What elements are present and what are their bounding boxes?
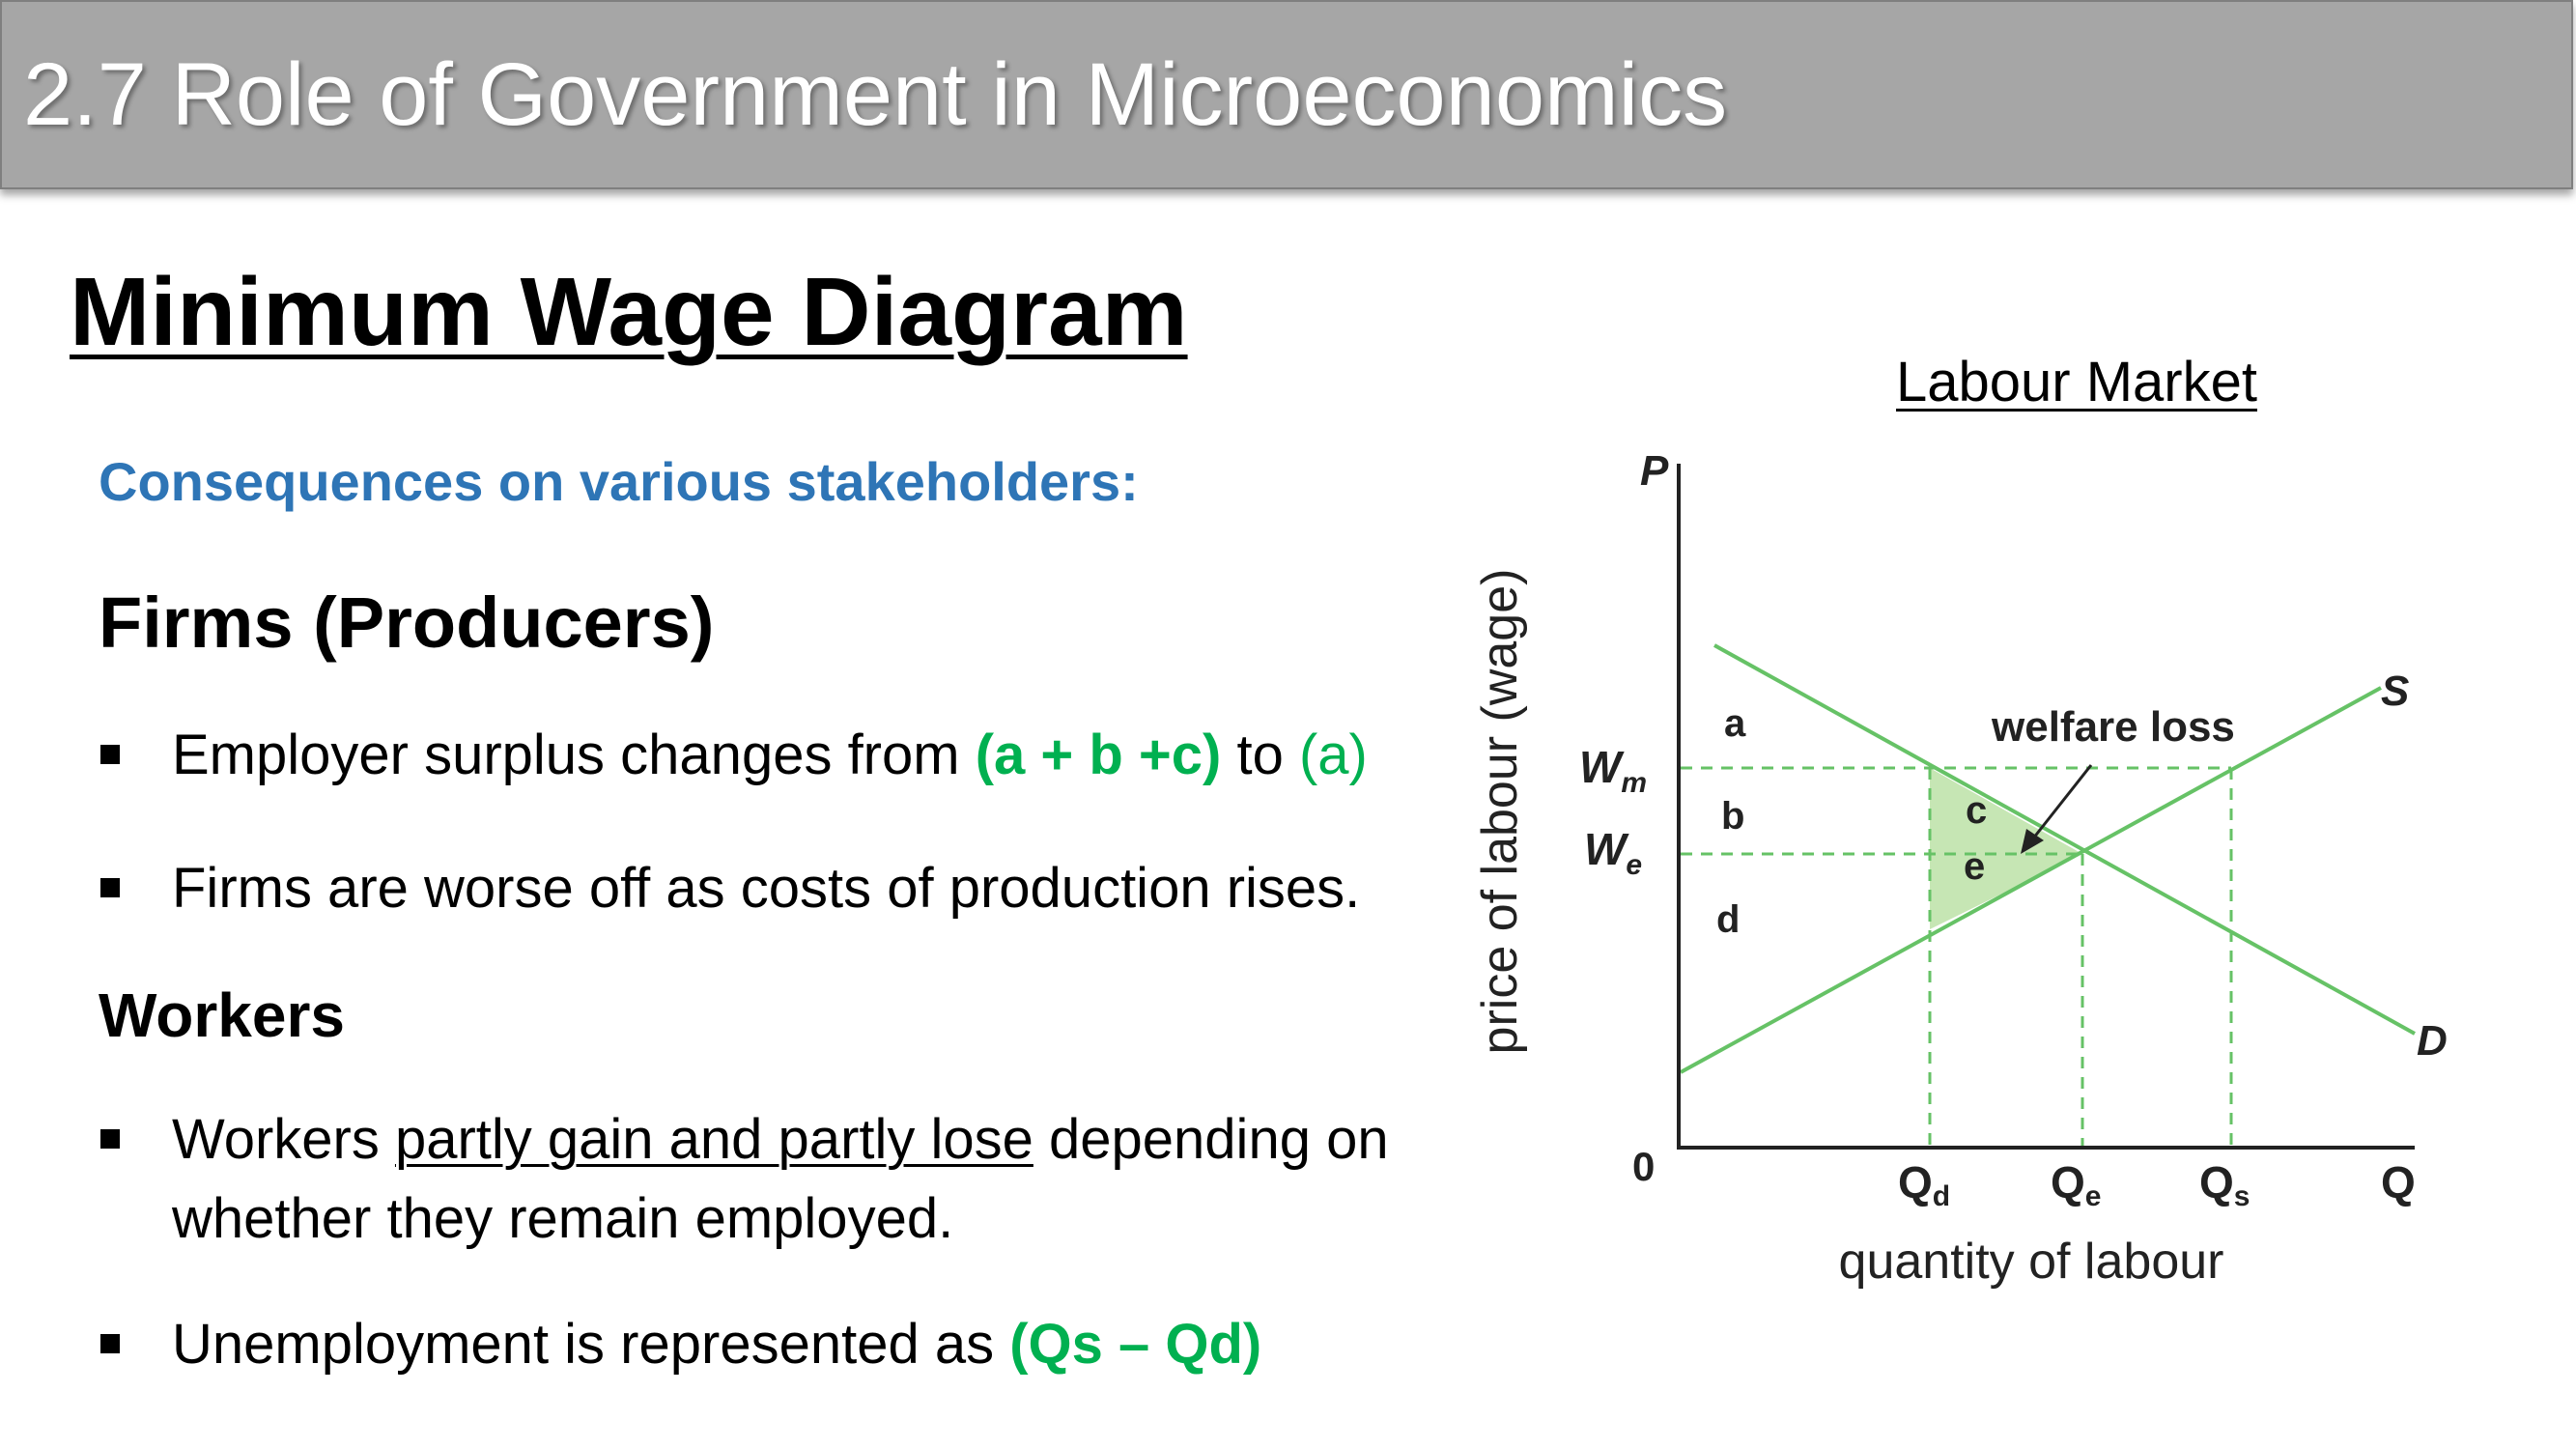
supply-label: S	[2381, 668, 2409, 715]
header-bar: 2.7 Role of Government in Microeconomics	[0, 0, 2573, 189]
slide-title: Minimum Wage Diagram	[70, 258, 1188, 366]
bullet-marker	[100, 1334, 120, 1353]
qe-label: Qe	[2051, 1157, 2101, 1212]
y-axis-letter: P	[1640, 447, 1669, 495]
diagram-title: Labour Market	[1896, 351, 2257, 413]
highlight-green: (a + b +c)	[975, 724, 1222, 786]
wm-label: Wm	[1579, 742, 1647, 799]
bullet-text: Unemployment is represented as (Qs – Qd)	[172, 1313, 1262, 1376]
demand-label: D	[2417, 1017, 2448, 1065]
highlight-green: (a)	[1298, 724, 1368, 786]
bullet-text: Firms are worse off as costs of producti…	[172, 857, 1361, 920]
labour-market-diagram: P Q 0 S D Wm We Qd Qe Qs a b c e d welfa…	[1472, 447, 2448, 1290]
qd-label: Qd	[1898, 1157, 1950, 1212]
arrow-head	[2021, 829, 2044, 854]
highlight-green: (Qs – Qd)	[1009, 1313, 1262, 1376]
bullet-text: Employer surplus changes from (a + b +c)…	[172, 724, 1368, 786]
header-title: 2.7 Role of Government in Microeconomics	[23, 45, 1728, 144]
origin-label: 0	[1632, 1144, 1655, 1189]
stakeholders-subheading: Consequences on various stakeholders:	[99, 451, 1139, 512]
welfare-loss-label: welfare loss	[1991, 703, 2235, 751]
x-axis-title: quantity of labour	[1839, 1234, 2224, 1290]
region-d-label: d	[1716, 898, 1740, 941]
bullet-marker	[100, 878, 120, 897]
demand-curve	[1713, 643, 2416, 1036]
welfare-loss-area	[1930, 768, 2082, 929]
bullet-marker	[100, 1129, 120, 1149]
supply-curve	[1680, 686, 2382, 1074]
dashed-guides	[1681, 766, 2233, 1148]
x-axis-letter: Q	[2381, 1157, 2416, 1208]
welfare-loss-arrow	[2031, 764, 2093, 839]
y-axis-title: price of labour (wage)	[1472, 569, 1528, 1055]
we-label: We	[1584, 824, 1642, 881]
region-e-label: e	[1964, 845, 1985, 888]
region-c-label: c	[1966, 789, 1987, 832]
bullet-marker	[100, 745, 120, 764]
bullet-text: Workers partly gain and partly lose depe…	[172, 1108, 1389, 1250]
firms-section-title: Firms (Producers)	[99, 582, 715, 663]
region-b-label: b	[1721, 795, 1744, 838]
workers-section-title: Workers	[99, 980, 345, 1050]
underlined-phrase: partly gain and partly lose	[394, 1108, 1033, 1171]
region-a-label: a	[1724, 702, 1746, 745]
qs-label: Qs	[2199, 1157, 2250, 1212]
